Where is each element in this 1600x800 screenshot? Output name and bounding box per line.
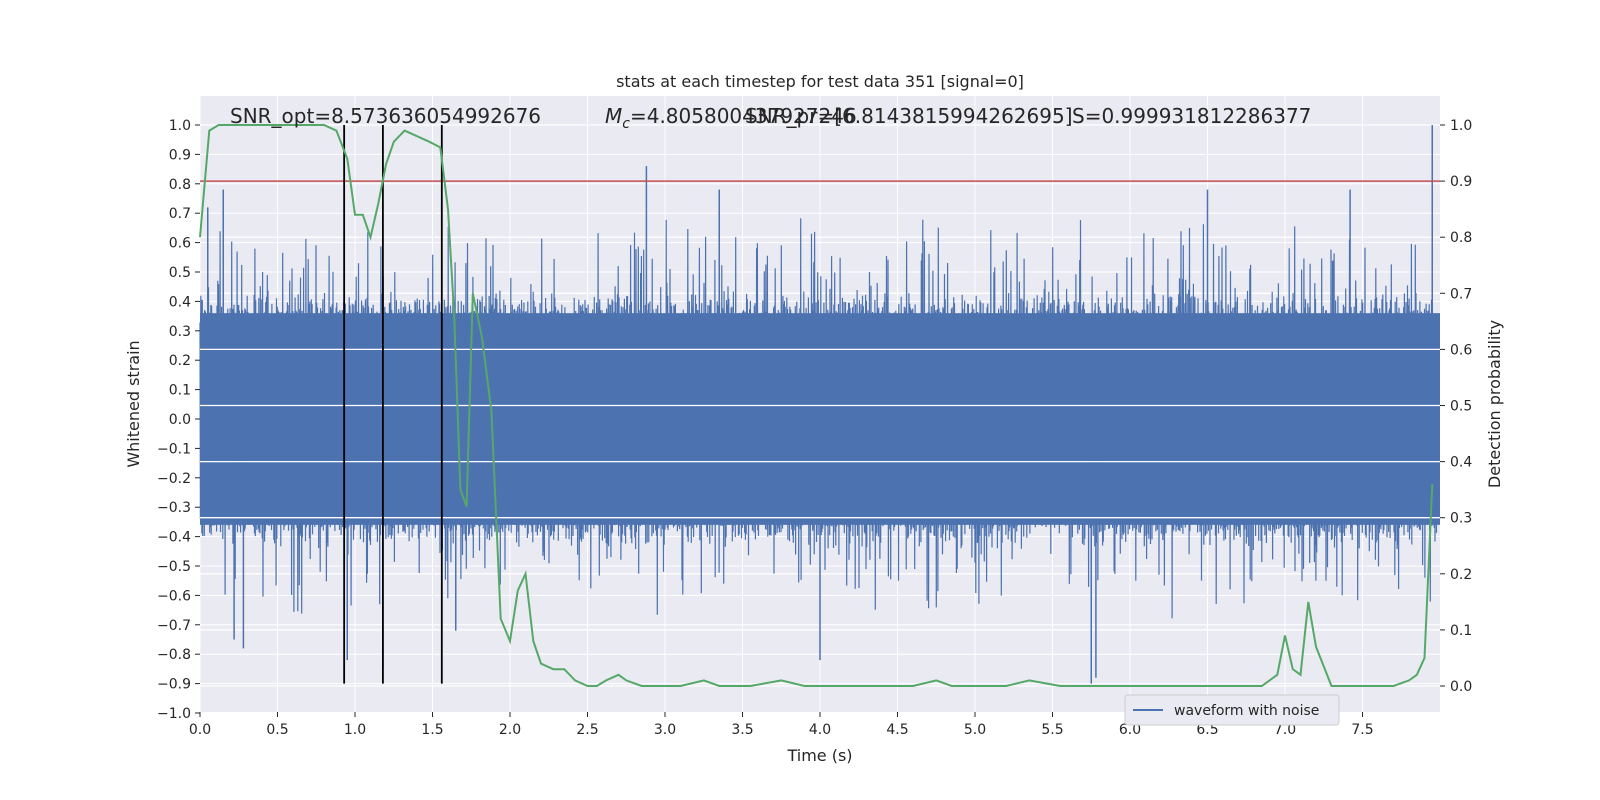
- x-tick-label: 4.0: [809, 722, 831, 738]
- x-tick-label: 1.5: [421, 722, 443, 738]
- annotation-score: S=0.999931812286377: [1072, 104, 1311, 128]
- y-tick-label: −0.2: [157, 471, 191, 487]
- y2-tick-labels: 1.0 0.9 0.8 0.7 0.6 0.5 0.4 0.3 0.2 0.1 0.0: [1440, 118, 1472, 695]
- y2-tick-label: 0.3: [1450, 511, 1472, 527]
- y2-tick-label: 1.0: [1450, 118, 1472, 134]
- x-tick-label: 0.0: [189, 722, 211, 738]
- probability-series: [199, 124, 1434, 687]
- y-tick-label: 0.1: [169, 383, 191, 399]
- x-tick-label: 5.5: [1041, 722, 1063, 738]
- y-tick-label: −0.1: [157, 441, 191, 457]
- x-tick-labels: 0.0 0.5 1.0 1.5 2.0 2.5 3.0 3.5 4.0 4.5 5.0 5.5 6.0 6…: [189, 712, 1374, 738]
- y2-tick-label: 0.6: [1450, 342, 1472, 358]
- y-tick-label: 0.4: [169, 294, 191, 310]
- y2-axis-label: Detection probability: [1485, 320, 1504, 488]
- annotation-chirp-mass: Mc=4.805800437927246: [605, 104, 857, 132]
- x-tick-label: 7.5: [1351, 722, 1373, 738]
- x-tick-label: 3.5: [731, 722, 753, 738]
- y2-tick-label: 0.4: [1450, 455, 1472, 471]
- probability-line: [199, 124, 1434, 687]
- y2-tick-label: 0.2: [1450, 567, 1472, 583]
- annotation-snr-pred: SNR_pr=[6.8143815994262695]: [745, 104, 1073, 128]
- y-tick-label: −0.9: [157, 677, 191, 693]
- waveform-series: [199, 125, 1440, 684]
- x-tick-label: 2.0: [499, 722, 521, 738]
- y-tick-label: −0.3: [157, 500, 191, 516]
- y2-tick-label: 0.0: [1450, 679, 1472, 695]
- x-tick-label: 7.0: [1274, 722, 1296, 738]
- x-tick-label: 4.5: [886, 722, 908, 738]
- x-tick-label: 6.5: [1196, 722, 1218, 738]
- mc-value: =4.805800437927246: [630, 104, 857, 128]
- annotation-snr-opt: SNR_opt=8.573636054992676: [230, 104, 541, 128]
- chart-title: stats at each timestep for test data 351…: [616, 72, 1024, 91]
- vertical-markers: [343, 125, 443, 684]
- y-tick-label: 0.9: [169, 147, 191, 163]
- legend-label: waveform with noise: [1174, 703, 1319, 719]
- x-tick-label: 2.5: [576, 722, 598, 738]
- x-tick-label: 0.5: [266, 722, 288, 738]
- y-tick-label: 0.0: [169, 412, 191, 428]
- y-axis-label: Whitened strain: [124, 340, 143, 467]
- y2-tick-label: 0.1: [1450, 623, 1472, 639]
- y2-tick-label: 0.9: [1450, 174, 1472, 190]
- y-tick-label: −0.7: [157, 618, 191, 634]
- x-axis-label: Time (s): [786, 746, 852, 765]
- y-tick-label: −0.8: [157, 647, 191, 663]
- y-tick-label: 0.6: [169, 236, 191, 252]
- y-tick-label: −0.6: [157, 588, 191, 604]
- x-tick-label: 3.0: [654, 722, 676, 738]
- y-tick-label: 0.8: [169, 177, 191, 193]
- legend: waveform with noise: [1124, 694, 1340, 726]
- x-tick-label: 5.0: [964, 722, 986, 738]
- y-tick-label: 0.7: [169, 206, 191, 222]
- y-tick-label: 1.0: [169, 118, 191, 134]
- x-tick-label: 1.0: [344, 722, 366, 738]
- y-tick-labels: 1.0 0.9 0.8 0.7 0.6 0.5 0.4 0.3 0.2 0.1 0.0 −0.1 −0.…: [157, 118, 200, 722]
- y-tick-label: −1.0: [157, 706, 191, 722]
- y-tick-label: −0.5: [157, 559, 191, 575]
- mc-subscript: c: [622, 116, 630, 132]
- mc-symbol: M: [605, 104, 622, 128]
- y2-tick-label: 0.7: [1450, 286, 1472, 302]
- y2-tick-label: 0.8: [1450, 230, 1472, 246]
- x-tick-label: 6.0: [1119, 722, 1141, 738]
- legend-box: [1124, 694, 1340, 726]
- y-tick-label: −0.4: [157, 530, 191, 546]
- y2-tick-label: 0.5: [1450, 399, 1472, 415]
- y-tick-label: 0.3: [169, 324, 191, 340]
- y-tick-label: 0.5: [169, 265, 191, 281]
- y-tick-label: 0.2: [169, 353, 191, 369]
